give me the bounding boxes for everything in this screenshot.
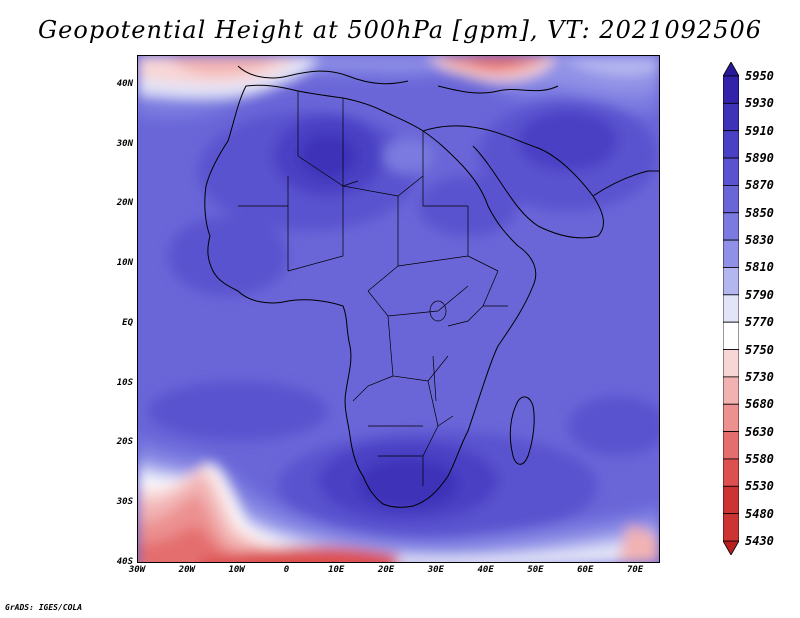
lat-tick-label: 40S — [116, 557, 133, 567]
colorbar-label: 5810 — [745, 260, 774, 275]
colorbar-swatch — [723, 75, 739, 104]
lon-tick-label: 40E — [477, 565, 494, 575]
colorbar-label: 5680 — [745, 397, 774, 412]
colorbar-swatch — [723, 212, 739, 241]
colorbar-label: 5580 — [745, 451, 774, 466]
colorbar-swatch — [723, 321, 739, 350]
map-plot-area — [137, 55, 660, 563]
colorbar-swatch — [723, 294, 739, 323]
lat-tick-label: 20S — [116, 437, 133, 448]
lat-tick-label: 40N — [116, 78, 133, 89]
colorbar-swatch — [723, 513, 739, 542]
arabian-peninsula-coastline — [422, 125, 604, 239]
coastlines — [204, 65, 659, 508]
colorbar-swatch — [723, 130, 739, 159]
colorbar-label: 5750 — [745, 342, 774, 357]
colorbar-swatch — [723, 102, 739, 132]
colorbar-swatch — [723, 403, 739, 432]
lon-tick-label: 30E — [427, 565, 444, 575]
lat-tick-label: 30S — [116, 497, 133, 508]
colorbar-label: 5890 — [745, 151, 774, 166]
north-field-bands — [138, 56, 659, 119]
lon-tick-label: 20W — [178, 565, 195, 575]
colorbar-label: 5630 — [745, 424, 774, 439]
colorbar — [723, 62, 739, 555]
colorbar-arrow — [723, 540, 739, 555]
europe-coastline — [237, 65, 409, 85]
persian-gulf-coastline — [592, 170, 659, 197]
colorbar-arrow — [723, 62, 739, 77]
colorbar-label: 5530 — [745, 479, 774, 494]
madagascar-coastline — [509, 396, 535, 465]
political-borders — [238, 91, 508, 486]
grads-credit: GrADS: IGES/COLA — [5, 603, 83, 612]
colorbar-label: 5790 — [745, 287, 774, 302]
colorbar-swatch — [723, 239, 739, 268]
colorbar-swatch — [723, 349, 739, 378]
subtropical-highs — [148, 101, 659, 541]
lon-tick-label: 10E — [328, 565, 345, 575]
colorbar-label: 5870 — [745, 178, 774, 193]
lat-tick-label: 10N — [116, 258, 133, 269]
lon-tick-label: 60E — [577, 565, 594, 575]
colorbar-label: 5850 — [745, 205, 774, 220]
colorbar-label: 5430 — [745, 534, 774, 548]
colorbar-label: 5480 — [745, 506, 774, 521]
lon-tick-label: 50E — [527, 565, 544, 575]
lon-tick-label: 20E — [377, 565, 395, 575]
colorbar-swatch — [723, 458, 739, 487]
lat-tick-label: EQ — [122, 317, 133, 328]
africa-coastline — [204, 84, 537, 508]
geopotential-map — [138, 56, 659, 562]
south-field-bands — [138, 436, 659, 562]
colorbar-label: 5770 — [745, 315, 774, 330]
map-title: Geopotential Height at 500hPa [gpm], VT:… — [38, 16, 762, 44]
lon-tick-label: 10W — [228, 565, 245, 575]
colorbar-swatch — [723, 376, 739, 405]
colorbar-label: 5830 — [745, 233, 774, 248]
colorbar-swatch — [723, 485, 739, 515]
colorbar-label: 5910 — [745, 123, 774, 138]
colorbar-swatch — [723, 267, 739, 296]
colorbar-swatch — [723, 157, 739, 186]
lon-tick-label: 70E — [626, 565, 644, 575]
colorbar-label: 5730 — [745, 369, 774, 384]
lon-tick-label: 30W — [128, 565, 146, 575]
lat-tick-label: 30N — [116, 138, 133, 149]
turkey-coastline — [437, 85, 559, 94]
colorbar-swatch — [723, 185, 739, 214]
lat-tick-label: 20N — [116, 198, 133, 209]
colorbar-label: 5950 — [745, 69, 774, 83]
colorbar-swatch — [723, 431, 739, 460]
lat-tick-label: 10S — [116, 377, 133, 388]
colorbar-label: 5930 — [745, 96, 774, 111]
lon-tick-label: 0 — [283, 565, 290, 575]
